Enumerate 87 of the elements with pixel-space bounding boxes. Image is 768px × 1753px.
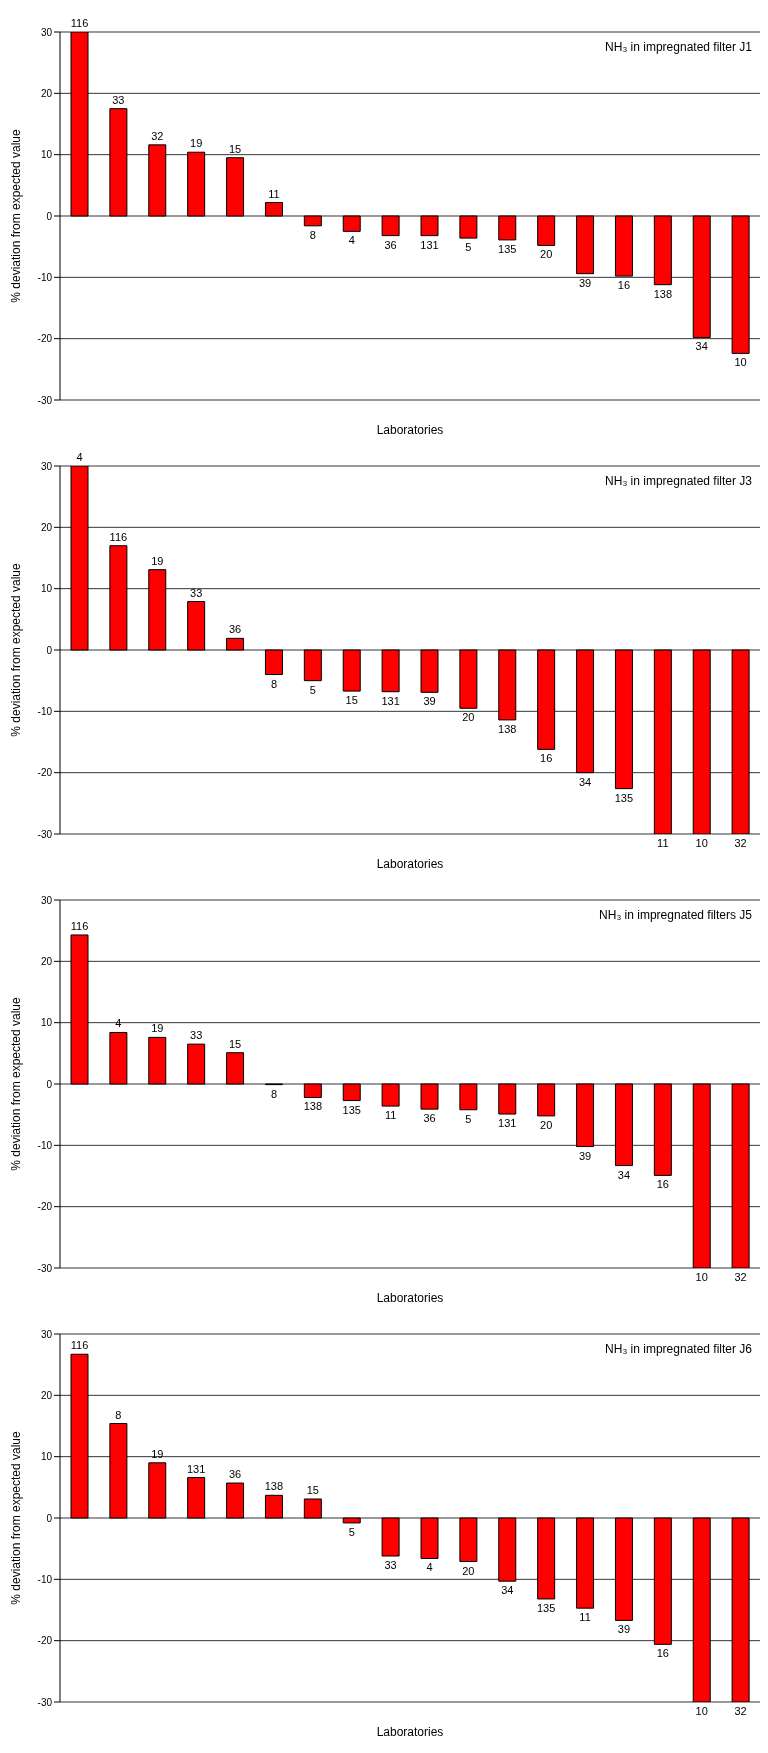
category-label: 11 (268, 187, 280, 200)
category-label: 32 (734, 1705, 747, 1717)
x-tick-label: 131 (498, 1117, 517, 1130)
y-tick-label: -30 (37, 394, 53, 406)
category-label: 36 (228, 1468, 242, 1481)
category-label: 32 (151, 129, 164, 142)
x-tick-label: 36 (423, 1112, 436, 1125)
x-tick-label: 15 (345, 694, 358, 707)
y-tick-label: 20 (40, 1389, 53, 1401)
y-tick-label: 0 (46, 644, 53, 656)
category-label: 8 (115, 1408, 122, 1421)
x-tick-label: 131 (381, 694, 400, 707)
category-label: 16 (656, 1647, 669, 1660)
y-tick-label: 30 (40, 460, 53, 472)
category-label: 16 (617, 279, 631, 292)
text: NH₃ in impregnated filter J6 (605, 1342, 752, 1356)
y-axis-title: % deviation from expected value (9, 562, 24, 737)
x-tick-label: 10 (695, 837, 708, 849)
y-tick-label: 20 (40, 87, 53, 99)
x-axis-title: Laboratories (376, 857, 444, 871)
category-label: 131 (186, 1462, 206, 1475)
y-tick-label: 10 (40, 1451, 53, 1463)
x-tick-label: 135 (342, 1103, 361, 1116)
y-tick-label: -20 (37, 1201, 53, 1213)
y-tick-label: -20 (37, 1635, 53, 1647)
y-tick-label: -10 (37, 1573, 53, 1585)
y-tick-label: -30 (37, 828, 53, 840)
category-label: 4 (348, 234, 355, 247)
y-tick-label: -30 (37, 1262, 53, 1274)
category-label: 135 (498, 242, 517, 255)
x-tick-label: 5 (465, 1112, 472, 1125)
y-tick-label: 10 (40, 583, 53, 595)
category-label: 138 (264, 1480, 284, 1493)
text: NH₃ in impregnated filter J1 (605, 40, 752, 54)
category-label: 34 (695, 340, 708, 353)
y-tick-label: 30 (40, 26, 53, 38)
y-tick-label: -10 (37, 271, 53, 283)
category-label: 8 (309, 228, 316, 241)
x-tick-label: 20 (540, 1118, 553, 1131)
category-label: 116 (70, 1339, 89, 1352)
category-label: 33 (112, 93, 125, 106)
y-axis-title: % deviation from expected value (9, 996, 24, 1171)
category-label: 138 (653, 287, 673, 300)
x-tick-label: 11 (657, 837, 669, 849)
y-axis-title: % deviation from expected value (9, 1430, 24, 1605)
category-label: 10 (734, 356, 747, 369)
y-tick-label: -20 (37, 333, 53, 345)
x-tick-label: 39 (423, 695, 436, 708)
x-tick-label: 32 (734, 837, 747, 849)
y-tick-label: 0 (46, 1078, 53, 1090)
x-axis-title: Laboratories (376, 1725, 444, 1739)
y-tick-label: 0 (46, 1512, 53, 1524)
category-label: 15 (306, 1483, 319, 1496)
y-tick-label: 30 (40, 894, 53, 906)
category-label: 39 (617, 1623, 631, 1636)
y-tick-label: 20 (40, 955, 53, 967)
text: NH₃ in impregnated filters J5 (599, 908, 752, 922)
category-label: 5 (465, 241, 472, 254)
x-tick-label: 11 (384, 1109, 397, 1122)
y-tick-label: -30 (37, 1696, 53, 1708)
y-tick-label: 30 (40, 1328, 53, 1340)
category-label: 33 (384, 1559, 397, 1572)
y-tick-label: -10 (37, 705, 53, 717)
category-label: 20 (462, 1564, 475, 1577)
category-label: 15 (228, 142, 242, 155)
category-label: 10 (695, 1705, 708, 1717)
category-label: 116 (70, 17, 89, 29)
category-label: 36 (384, 238, 397, 251)
x-axis-title: Laboratories (376, 1291, 444, 1305)
y-tick-label: 20 (40, 521, 53, 533)
category-label: 19 (190, 137, 203, 150)
category-label: 11 (579, 1611, 591, 1624)
category-label: 135 (536, 1601, 556, 1614)
category-label: 34 (501, 1584, 514, 1597)
x-tick-label: 19 (151, 1022, 164, 1035)
y-axis-title: % deviation from expected value (9, 128, 24, 303)
category-label: 20 (540, 248, 553, 261)
x-axis-title: Laboratories (376, 423, 444, 437)
y-tick-label: -20 (37, 767, 53, 779)
category-label: 131 (420, 238, 439, 251)
y-tick-label: -10 (37, 1139, 53, 1151)
y-tick-label: 0 (46, 210, 53, 222)
category-label: 4 (426, 1561, 433, 1574)
category-label: 39 (578, 276, 592, 289)
category-label: 5 (348, 1525, 355, 1538)
text: NH₃ in impregnated filter J3 (605, 474, 752, 488)
y-tick-label: 10 (40, 149, 53, 161)
